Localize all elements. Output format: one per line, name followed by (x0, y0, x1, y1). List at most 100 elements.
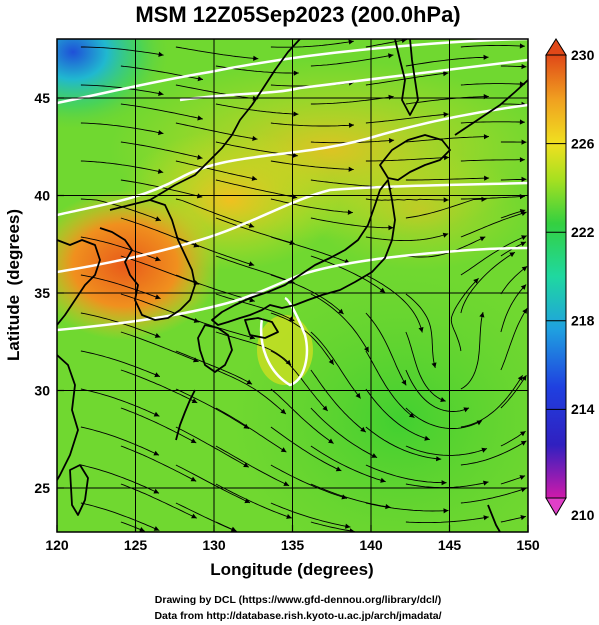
streamline-arrowhead (521, 64, 527, 70)
streamline-arrowhead (388, 53, 394, 59)
streamline (120, 293, 200, 323)
colorbar-tick-label: 218 (571, 313, 595, 329)
streamline (215, 255, 295, 284)
colorbar-gradient (545, 54, 567, 499)
streamline (310, 521, 355, 532)
streamline-arrowhead (521, 211, 527, 216)
streamline-arrowhead (418, 327, 424, 333)
streamline-arrowhead (292, 152, 298, 158)
streamline-arrowhead (157, 168, 164, 174)
streamline (500, 284, 527, 333)
streamline-arrowhead (521, 176, 527, 182)
streamline-arrowhead (328, 438, 334, 444)
streamline (405, 407, 483, 429)
streamline (270, 388, 334, 444)
streamline-arrowhead (197, 115, 203, 121)
y-axis-label: Latitude (degrees) (4, 209, 23, 361)
streamline (215, 445, 290, 487)
streamline (310, 331, 361, 399)
streamline (405, 177, 490, 181)
streamline (120, 65, 204, 80)
streamline-arrowhead (522, 308, 528, 314)
streamline-arrowhead (521, 266, 528, 272)
streamline (500, 308, 528, 371)
streamline-arrowhead (197, 154, 203, 160)
colorbar: 210 214 218 222 226 230 (545, 38, 595, 523)
streamline (365, 156, 450, 162)
streamline (405, 56, 489, 67)
streamline (270, 40, 354, 48)
streamline-arrowhead (355, 392, 361, 399)
streamline (460, 235, 527, 276)
streamline-arrowhead (197, 76, 203, 82)
streamline-arrowhead (191, 398, 198, 403)
streamlines (80, 39, 528, 532)
streamline (215, 483, 292, 519)
streamline (215, 179, 298, 199)
colorbar-tick-label: 230 (571, 47, 595, 63)
y-tick-label: 40 (34, 188, 50, 204)
field-warm-band-3 (310, 150, 528, 270)
streamline (270, 122, 355, 127)
streamline-arrowhead (519, 43, 525, 49)
streamline (460, 487, 527, 504)
streamline-arrowhead (154, 333, 161, 338)
streamline (365, 426, 442, 460)
streamline-arrowhead (481, 447, 487, 453)
streamline-arrowhead (348, 39, 354, 45)
streamline-arrowhead (388, 94, 394, 100)
streamline (270, 236, 351, 264)
streamline-arrowhead (283, 481, 290, 486)
streamline (405, 136, 490, 143)
streamline (310, 445, 386, 483)
streamline (460, 440, 527, 466)
streamline (500, 265, 528, 295)
streamline-arrowhead (153, 488, 159, 494)
streamline-arrowhead (153, 411, 160, 417)
streamline-arrowhead (246, 379, 253, 385)
streamline-arrowhead (244, 498, 250, 504)
streamline (365, 113, 449, 124)
streamline-arrowhead (348, 122, 354, 128)
y-tick-label: 25 (34, 480, 50, 496)
streamline-arrowhead (520, 241, 526, 247)
streamline (270, 312, 335, 365)
x-tick-label: 130 (202, 537, 226, 553)
streamline (450, 277, 479, 352)
gridlines (57, 39, 528, 532)
y-tick-label: 45 (34, 90, 50, 106)
streamline-arrowhead (286, 514, 292, 519)
streamline (80, 46, 164, 56)
x-tick-label: 120 (45, 537, 69, 553)
streamline-arrowhead (191, 513, 197, 519)
streamline (460, 121, 525, 124)
streamline-arrowhead (521, 235, 527, 241)
streamline-arrowhead (431, 362, 437, 368)
streamline (80, 502, 160, 531)
streamline (80, 160, 164, 173)
streamline (365, 388, 430, 441)
streamline-arrowhead (520, 487, 527, 493)
credit-line-1: Drawing by DCL (https://www.gfd-dennou.o… (155, 594, 441, 606)
streamline-arrowhead (158, 130, 164, 136)
streamline-arrowhead (158, 90, 164, 96)
streamline (310, 369, 367, 433)
streamline (310, 54, 394, 67)
streamline-arrowhead (154, 372, 160, 378)
streamline (120, 483, 197, 519)
streamline (80, 274, 161, 300)
y-tick-label: 30 (34, 383, 50, 399)
streamline-arrowhead (348, 166, 354, 172)
streamline (270, 198, 353, 214)
streamline-arrowhead (385, 504, 391, 510)
streamline-arrowhead (484, 175, 490, 181)
streamline (270, 160, 354, 170)
streamline-arrowhead (158, 51, 164, 57)
streamline (365, 350, 415, 419)
streamline (80, 236, 161, 261)
streamline (270, 274, 344, 315)
streamline-arrowhead (293, 70, 299, 76)
streamline (460, 159, 525, 162)
streamline-arrowhead (520, 284, 527, 290)
streamline (365, 464, 447, 484)
